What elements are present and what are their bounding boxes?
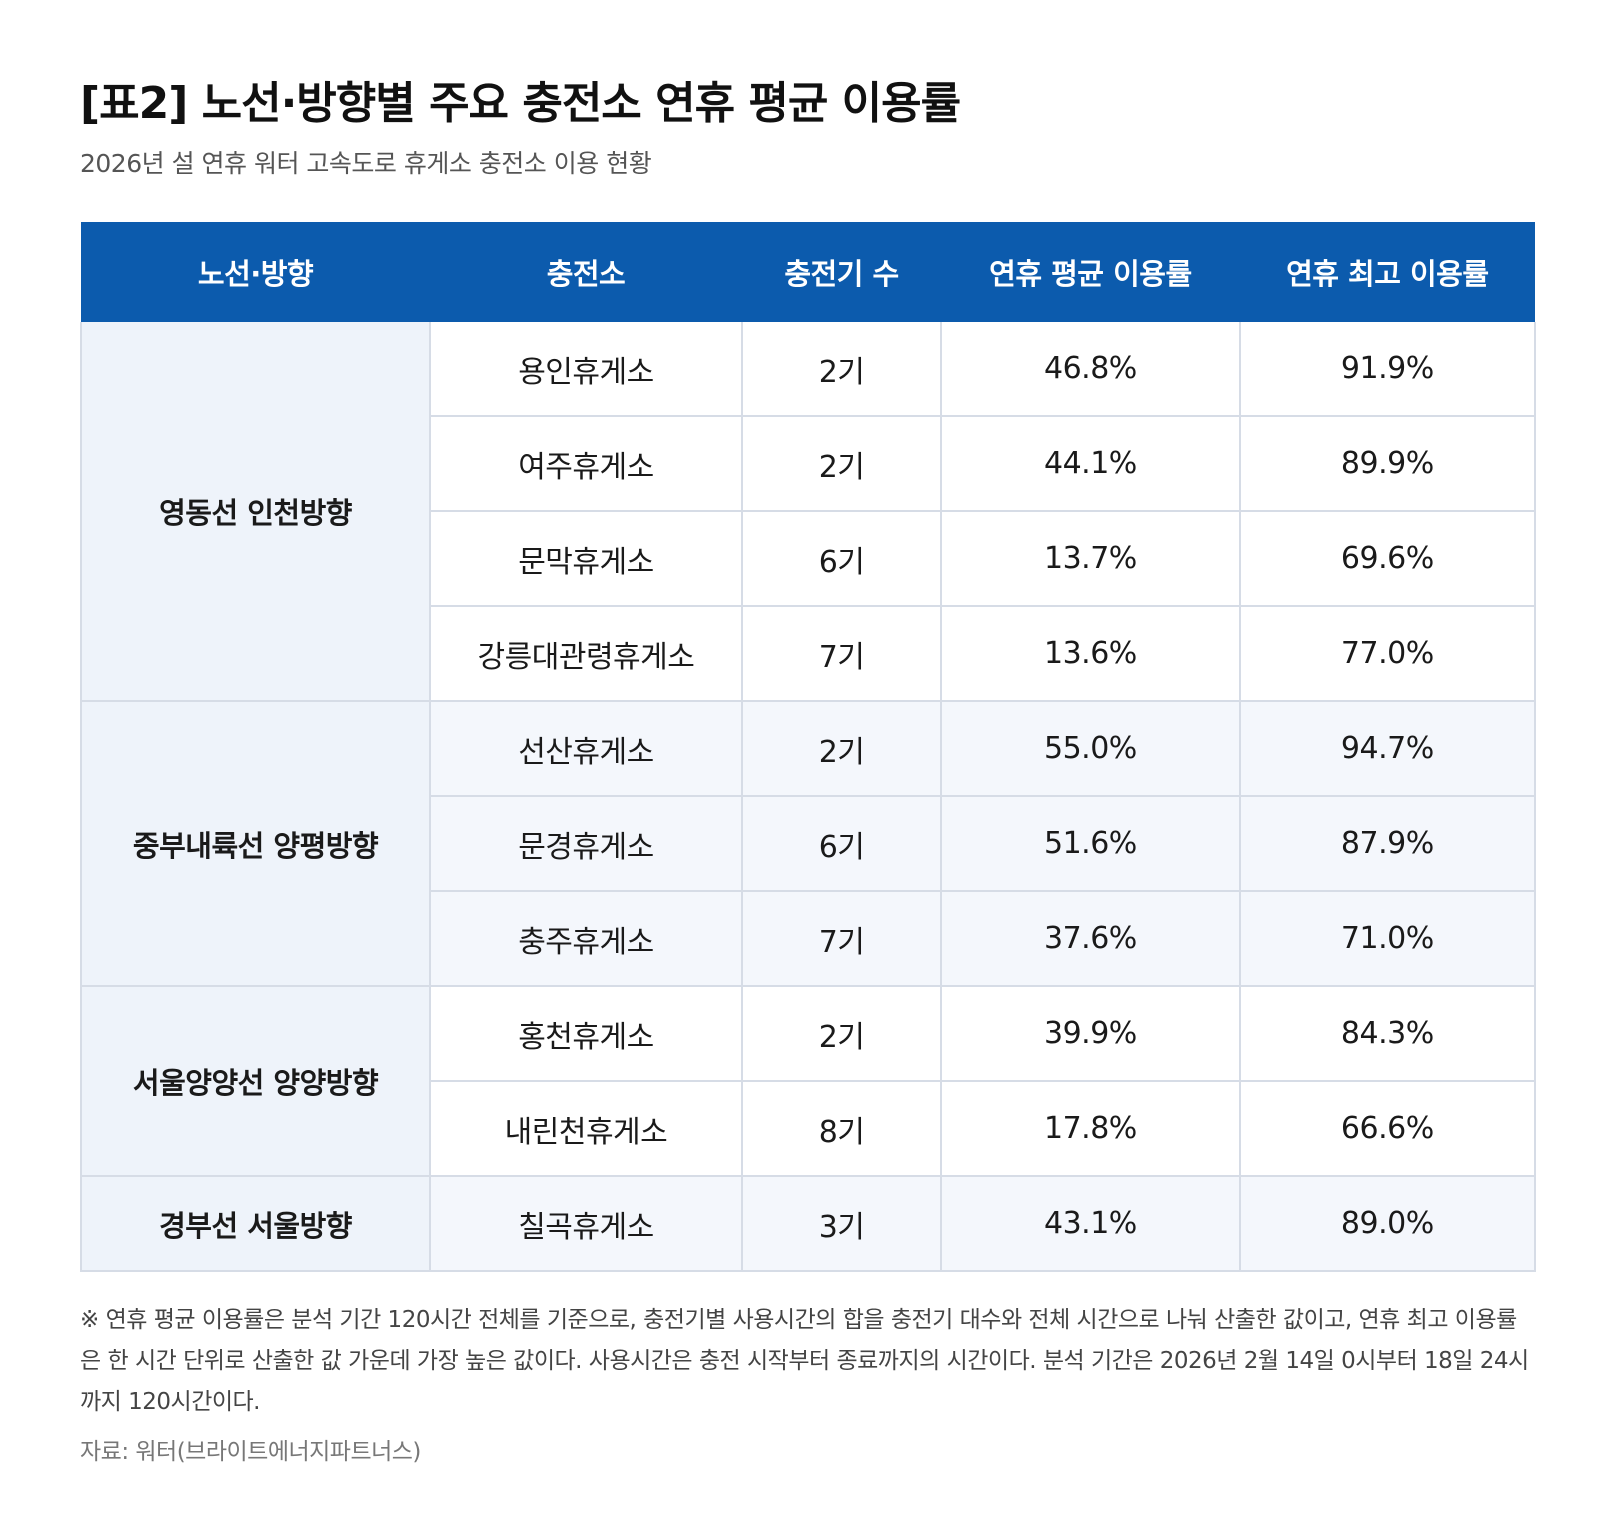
table-row: 여주휴게소 2기 44.1% 89.9% (81, 415, 1537, 512)
table-row: 중부내륙선 양평방향 선산휴게소 2기 55.0% 94.7% (79, 701, 1537, 987)
chargers-cell: 6기 (740, 795, 943, 892)
table-row: 문경휴게소 6기 51.6% 87.9% (81, 795, 1537, 892)
max-rate-cell: 66.6% (1238, 1080, 1537, 1177)
avg-rate-cell: 39.9% (940, 986, 1241, 1082)
station-cell: 용인휴게소 (429, 322, 743, 417)
max-rate-cell: 87.9% (1238, 795, 1537, 892)
source-credit: 자료: 워터(브라이트에너지파트너스) (80, 1439, 421, 1465)
avg-rate-cell: 37.6% (940, 890, 1241, 987)
max-rate-cell: 89.9% (1238, 415, 1537, 512)
station-cell: 문경휴게소 (429, 795, 743, 892)
table-row: 내린천휴게소 8기 17.8% 66.6% (81, 1080, 1537, 1177)
footnote: ※ 연휴 평균 이용률은 분석 기간 120시간 전체를 기준으로, 충전기별 … (80, 1307, 1529, 1415)
avg-rate-cell: 44.1% (940, 415, 1241, 512)
route-cell: 경부선 서울방향 (79, 1176, 432, 1272)
table-row: 경부선 서울방향 칠곡휴게소 3기 43.1% 89.0% (79, 1176, 1537, 1272)
station-cell: 선산휴게소 (429, 701, 743, 797)
chargers-cell: 6기 (740, 510, 943, 607)
avg-rate-cell: 43.1% (940, 1176, 1241, 1272)
chargers-cell: 2기 (740, 986, 943, 1082)
route-cell: 중부내륙선 양평방향 (79, 701, 432, 987)
header-route: 노선·방향 (81, 222, 431, 322)
avg-rate-cell: 13.7% (940, 510, 1241, 607)
usage-table: 노선·방향 충전소 충전기 수 연휴 평균 이용률 연휴 최고 이용률 영동선 … (79, 222, 1537, 1272)
max-rate-cell: 69.6% (1238, 510, 1537, 607)
avg-rate-cell: 46.8% (940, 322, 1241, 417)
route-cell: 서울양양선 양양방향 (79, 986, 432, 1177)
header-station: 충전소 (430, 222, 742, 322)
table-row: 충주휴게소 7기 37.6% 71.0% (81, 890, 1537, 987)
group-jungbu-naeryuk: 중부내륙선 양평방향 선산휴게소 2기 55.0% 94.7% 문경휴게소 6기… (79, 701, 1537, 987)
station-cell: 충주휴게소 (429, 890, 743, 987)
chargers-cell: 3기 (740, 1176, 943, 1272)
max-rate-cell: 94.7% (1238, 701, 1537, 797)
table-row: 영동선 인천방향 용인휴게소 2기 46.8% 91.9% (79, 322, 1537, 702)
station-cell: 문막휴게소 (429, 510, 743, 607)
group-yeongdong: 영동선 인천방향 용인휴게소 2기 46.8% 91.9% 여주휴게소 2기 4… (79, 322, 1537, 702)
station-cell: 칠곡휴게소 (429, 1176, 743, 1272)
chargers-cell: 2기 (740, 322, 943, 417)
station-cell: 강릉대관령휴게소 (429, 605, 743, 702)
table-row: 강릉대관령휴게소 7기 13.6% 77.0% (81, 605, 1537, 702)
max-rate-cell: 89.0% (1238, 1176, 1537, 1272)
max-rate-cell: 84.3% (1238, 986, 1537, 1082)
chargers-cell: 7기 (740, 890, 943, 987)
chargers-cell: 2기 (740, 415, 943, 512)
max-rate-cell: 71.0% (1238, 890, 1537, 987)
table-row: 문막휴게소 6기 13.7% 69.6% (81, 510, 1537, 607)
station-cell: 여주휴게소 (429, 415, 743, 512)
group-gyeongbu: 경부선 서울방향 칠곡휴게소 3기 43.1% 89.0% (79, 1176, 1537, 1272)
header-chargers: 충전기 수 (741, 222, 942, 322)
page-subtitle: 2026년 설 연휴 워터 고속도로 휴게소 충전소 이용 현황 (80, 149, 652, 178)
route-cell: 영동선 인천방향 (79, 322, 432, 702)
group-seoul-yangyang: 서울양양선 양양방향 홍천휴게소 2기 39.9% 84.3% 내린천휴게소 8… (79, 986, 1537, 1177)
page-title: [표2] 노선·방향별 주요 충전소 연휴 평균 이용률 (80, 78, 961, 129)
avg-rate-cell: 13.6% (940, 605, 1241, 702)
header-max-rate: 연휴 최고 이용률 (1239, 222, 1535, 322)
chargers-cell: 2기 (740, 701, 943, 797)
avg-rate-cell: 51.6% (940, 795, 1241, 892)
table-row: 서울양양선 양양방향 홍천휴게소 2기 39.9% 84.3% (79, 986, 1537, 1177)
station-cell: 내린천휴게소 (429, 1080, 743, 1177)
max-rate-cell: 77.0% (1238, 605, 1537, 702)
header-avg-rate: 연휴 평균 이용률 (941, 222, 1240, 322)
avg-rate-cell: 17.8% (940, 1080, 1241, 1177)
avg-rate-cell: 55.0% (940, 701, 1241, 797)
table-header-row: 노선·방향 충전소 충전기 수 연휴 평균 이용률 연휴 최고 이용률 (81, 222, 1535, 322)
chargers-cell: 8기 (740, 1080, 943, 1177)
station-cell: 홍천휴게소 (429, 986, 743, 1082)
max-rate-cell: 91.9% (1238, 322, 1537, 417)
chargers-cell: 7기 (740, 605, 943, 702)
